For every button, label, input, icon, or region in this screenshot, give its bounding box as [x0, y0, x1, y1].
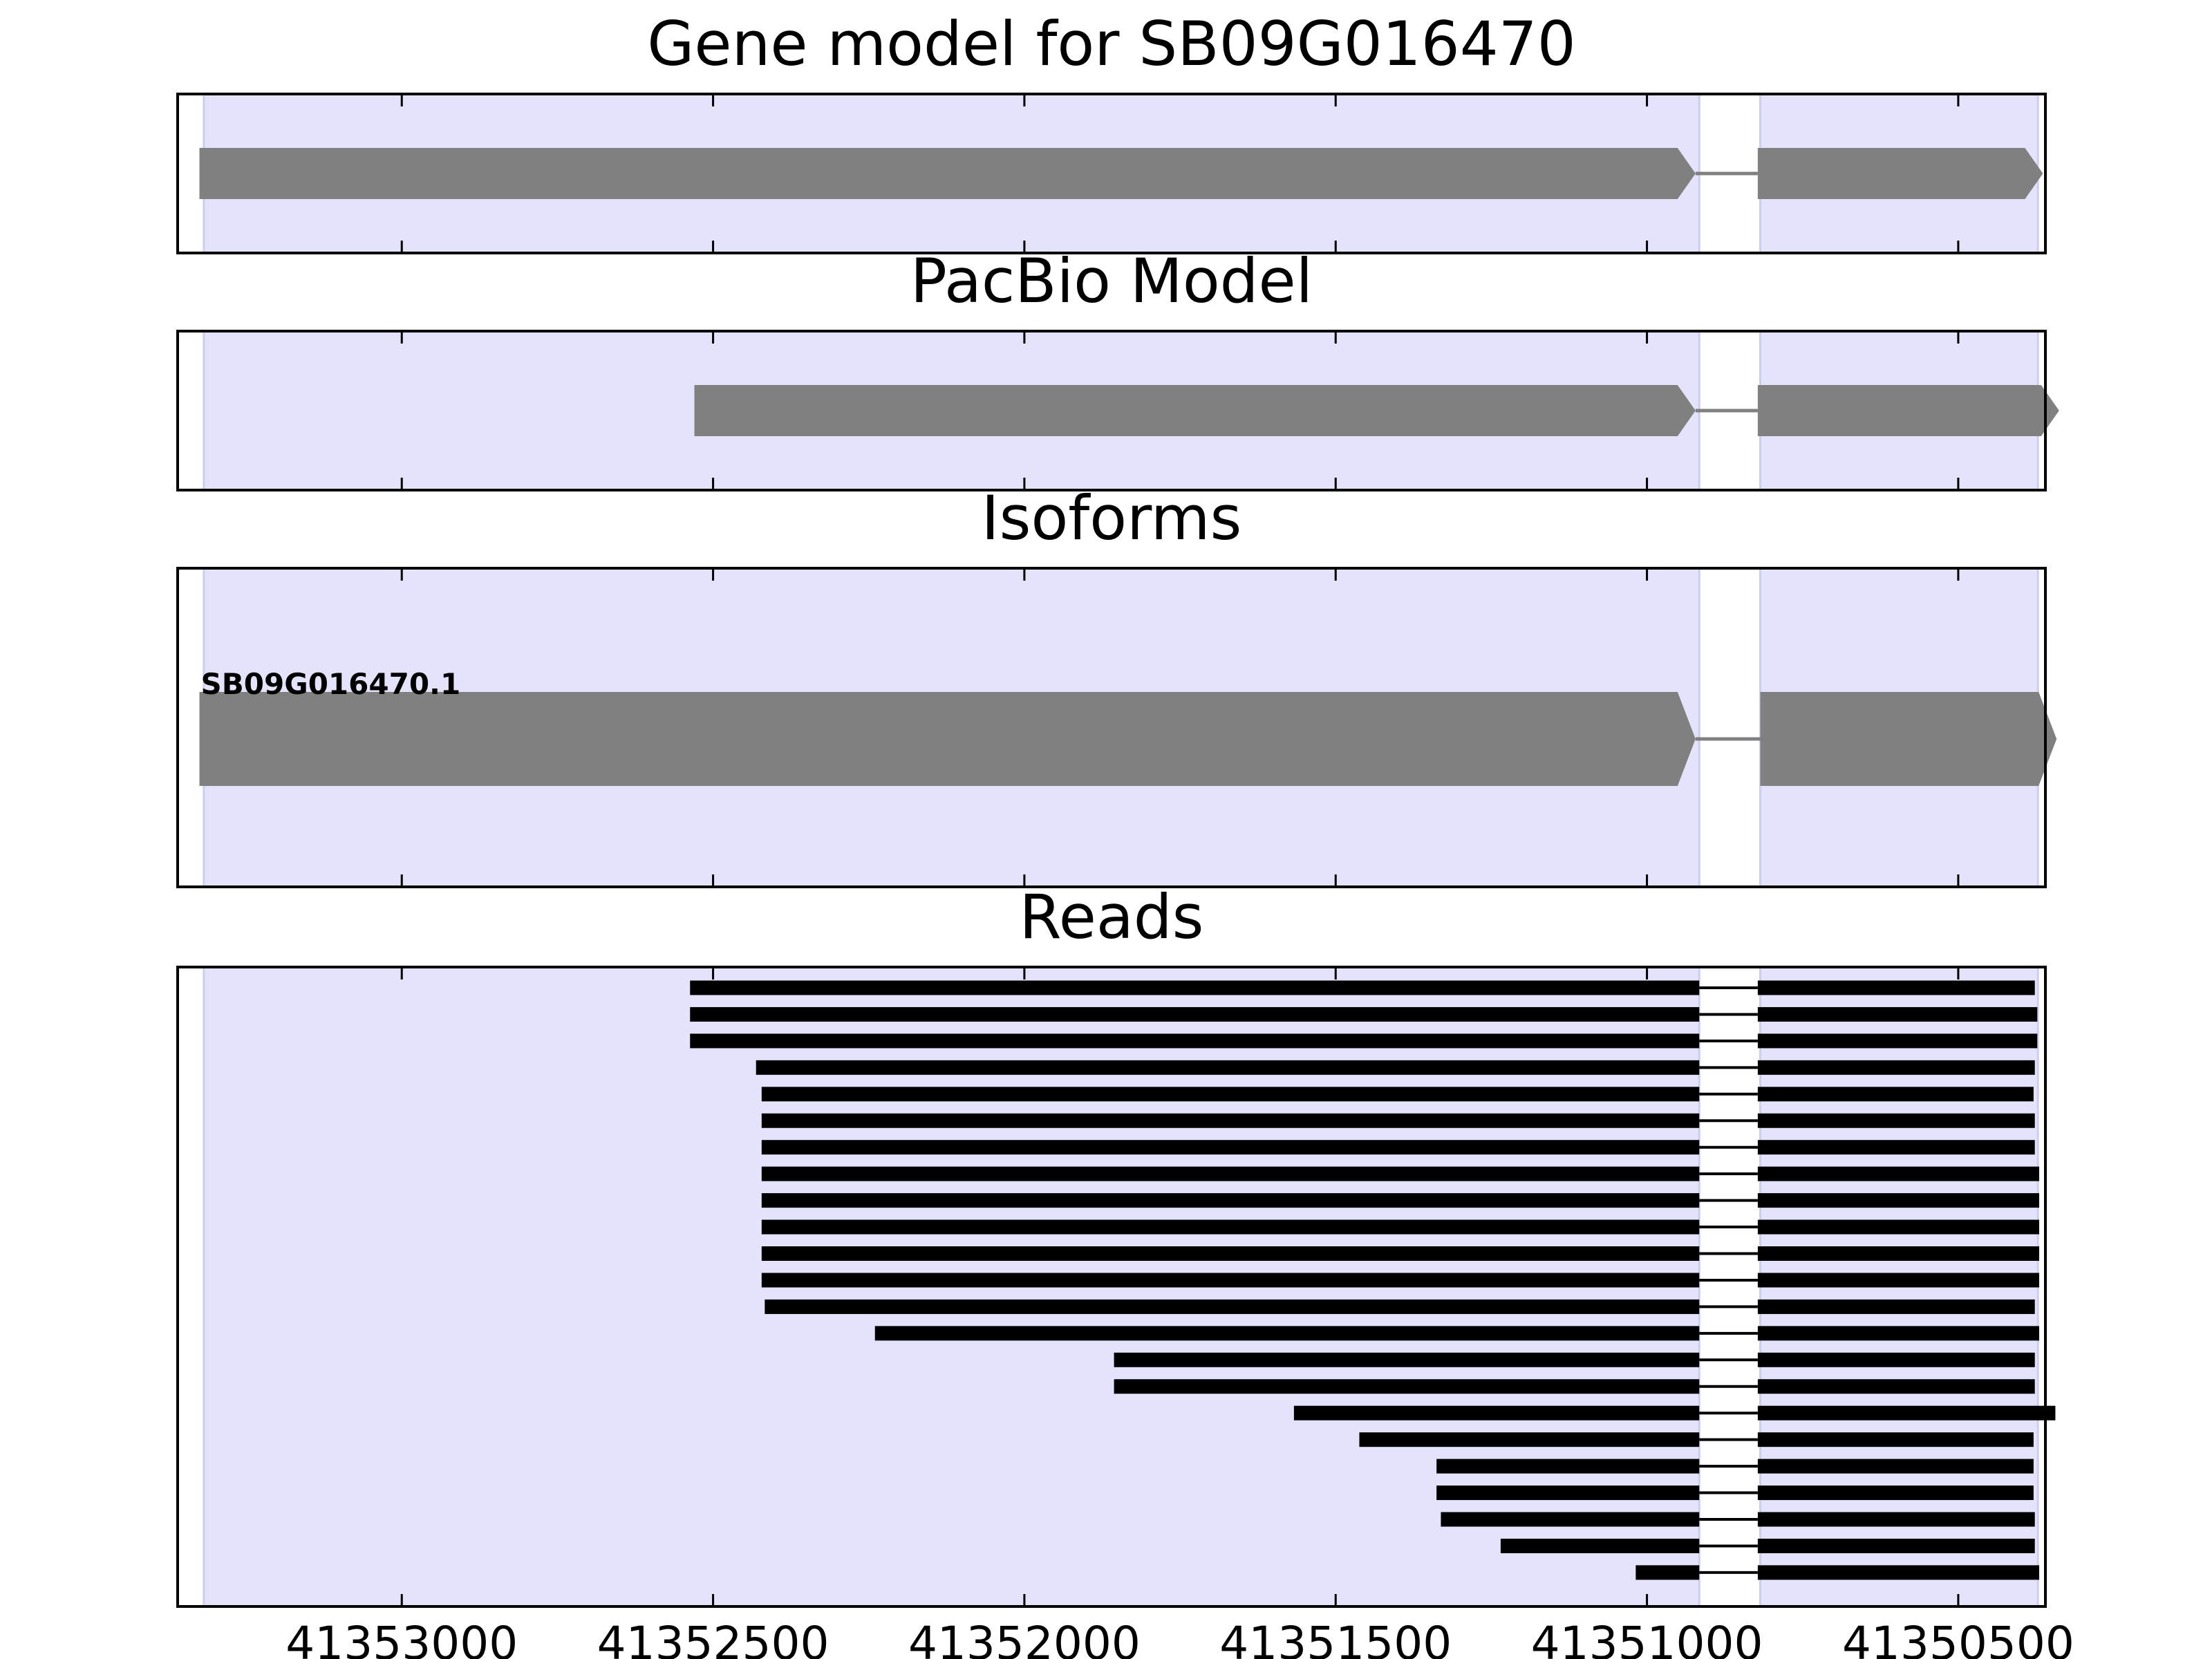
panel-gene-model: Gene model for SB09G016470: [176, 8, 2047, 254]
pacbio-model-plot-area: [176, 330, 2059, 491]
panel-title-pacbio-model: PacBio Model: [910, 245, 1313, 317]
read-exon-block: [1436, 1459, 1700, 1474]
read-exon-block: [761, 1087, 1700, 1102]
read-exon-block: [761, 1273, 1700, 1288]
read-exon-block: [1635, 1565, 1700, 1580]
read-exon-block: [1757, 1379, 2035, 1394]
isoforms-plot-area: SB09G016470.1: [176, 567, 2057, 888]
panel-frame: [176, 93, 2047, 254]
read-exon-block: [1441, 1512, 1700, 1527]
read-exon-block: [690, 1006, 1700, 1022]
panel-isoforms: Isoforms SB09G016470.1: [176, 482, 2057, 888]
exon-block: [199, 148, 1696, 199]
isoform-label: SB09G016470.1: [201, 667, 461, 701]
x-tick-label: 41352000: [908, 1617, 1141, 1659]
read-exon-block: [1436, 1485, 1700, 1501]
read-exon-block: [1757, 1326, 2039, 1341]
read-exon-block: [761, 1246, 1700, 1261]
panel-title-gene-model: Gene model for SB09G016470: [647, 8, 1576, 79]
read-exon-block: [761, 1140, 1700, 1155]
read-exon-block: [1757, 1060, 2035, 1075]
exon-block: [1757, 148, 2043, 199]
read-exon-block: [761, 1113, 1700, 1128]
read-exon-block: [1757, 1512, 2035, 1527]
read-exon-block: [1757, 1006, 2038, 1022]
read-exon-block: [1500, 1538, 1700, 1553]
read-exon-block: [690, 1033, 1700, 1049]
read-exon-block: [1757, 1166, 2039, 1181]
read-exon-block: [1757, 1246, 2039, 1261]
read-exon-block: [1757, 1087, 2034, 1102]
read-exon-block: [1757, 1033, 2038, 1049]
read-exon-block: [761, 1193, 1700, 1208]
panel-frame: [176, 567, 2047, 888]
read-exon-block: [874, 1326, 1700, 1341]
exon-block: [1760, 692, 2057, 786]
read-exon-block: [1757, 1352, 2035, 1367]
panel-frame: [176, 966, 2047, 1608]
x-tick-label: 41350500: [1842, 1617, 2074, 1659]
read-exon-block: [1359, 1432, 1700, 1447]
read-exon-block: [1757, 1432, 2034, 1447]
panel-reads: Reads: [176, 881, 2056, 1608]
x-tick-label: 41353000: [285, 1617, 518, 1659]
read-exon-block: [1757, 1485, 2034, 1501]
gene-model-plot-area: [176, 93, 2047, 254]
exon-block: [694, 385, 1696, 436]
read-exon-block: [1114, 1379, 1700, 1394]
read-exon-block: [1757, 980, 2035, 995]
read-exon-block: [1757, 1565, 2039, 1580]
exon-block: [199, 692, 1696, 786]
read-exon-block: [756, 1060, 1700, 1075]
read-exon-block: [1757, 1193, 2039, 1208]
read-exon-block: [1757, 1113, 2035, 1128]
panel-frame: [176, 330, 2047, 491]
panel-title-reads: Reads: [1020, 881, 1204, 953]
panel-pacbio-model: PacBio Model: [176, 245, 2059, 491]
read-exon-block: [765, 1299, 1700, 1314]
x-tick-label: 41351000: [1531, 1617, 1763, 1659]
read-exon-block: [690, 980, 1700, 995]
exon-block: [1757, 385, 2059, 436]
read-exon-block: [1757, 1405, 2056, 1421]
read-exon-block: [761, 1166, 1700, 1181]
read-exon-block: [1293, 1405, 1700, 1421]
x-axis-tick-labels: 41353000 41352500 41352000 41351500 4135…: [285, 1617, 2074, 1659]
read-exon-block: [1757, 1273, 2039, 1288]
panel-title-isoforms: Isoforms: [982, 482, 1242, 554]
x-tick-label: 41351500: [1219, 1617, 1452, 1659]
reads-plot-area: [176, 966, 2056, 1608]
read-exon-block: [1757, 1538, 2035, 1553]
read-exon-block: [1757, 1219, 2039, 1235]
read-exon-block: [761, 1219, 1700, 1235]
read-exon-block: [1114, 1352, 1700, 1367]
read-exon-block: [1757, 1140, 2035, 1155]
x-tick-label: 41352500: [597, 1617, 830, 1659]
read-exon-block: [1757, 1459, 2034, 1474]
read-exon-block: [1757, 1299, 2035, 1314]
